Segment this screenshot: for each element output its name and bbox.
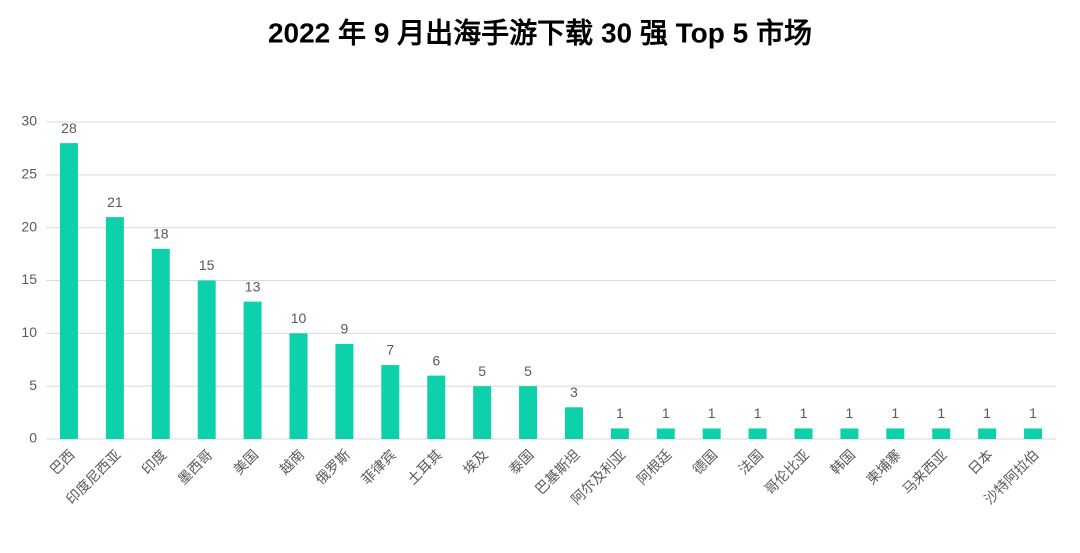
x-tick-label: 泰国 bbox=[506, 446, 537, 477]
x-tick-label: 越南 bbox=[276, 446, 307, 477]
bar bbox=[381, 365, 400, 439]
bar bbox=[59, 143, 78, 439]
bar bbox=[151, 248, 170, 439]
bar bbox=[932, 428, 951, 439]
value-label: 7 bbox=[386, 342, 394, 358]
y-tick-label: 15 bbox=[21, 271, 37, 287]
value-label: 18 bbox=[153, 226, 169, 242]
y-tick-label: 0 bbox=[29, 430, 37, 446]
bar bbox=[794, 428, 813, 439]
value-label: 1 bbox=[616, 405, 624, 421]
value-label: 1 bbox=[983, 405, 991, 421]
x-tick-label: 柬埔寨 bbox=[863, 446, 904, 487]
bar bbox=[748, 428, 767, 439]
x-tick-label: 墨西哥 bbox=[174, 446, 215, 487]
x-tick-label: 美国 bbox=[230, 446, 261, 477]
x-tick-label: 阿根廷 bbox=[634, 446, 675, 487]
bar bbox=[519, 386, 538, 439]
x-tick-label: 法国 bbox=[735, 446, 766, 477]
bar bbox=[564, 407, 583, 439]
bar bbox=[335, 343, 354, 439]
value-label: 1 bbox=[662, 405, 670, 421]
bar bbox=[427, 375, 446, 439]
bar bbox=[289, 333, 308, 439]
y-tick-label: 10 bbox=[21, 324, 37, 340]
y-tick-label: 20 bbox=[21, 218, 37, 234]
bar bbox=[840, 428, 859, 439]
value-label: 1 bbox=[1029, 405, 1037, 421]
bar bbox=[1024, 428, 1043, 439]
value-label: 10 bbox=[291, 310, 307, 326]
x-tick-label: 土耳其 bbox=[404, 446, 445, 487]
x-tick-label: 哥伦比亚 bbox=[761, 446, 812, 497]
x-tick-label: 巴西 bbox=[47, 446, 78, 477]
x-tick-label: 菲律宾 bbox=[358, 446, 399, 487]
value-label: 9 bbox=[341, 321, 349, 337]
value-label: 3 bbox=[570, 384, 578, 400]
value-label: 1 bbox=[937, 405, 945, 421]
bar bbox=[243, 301, 262, 439]
bar bbox=[473, 386, 492, 439]
x-tick-label: 印度 bbox=[138, 446, 169, 477]
value-label: 15 bbox=[199, 257, 215, 273]
x-tick-label: 韩国 bbox=[827, 446, 858, 477]
bar bbox=[105, 217, 124, 439]
x-tick-label: 德国 bbox=[689, 446, 720, 477]
value-label: 1 bbox=[846, 405, 854, 421]
bar bbox=[702, 428, 721, 439]
bar bbox=[656, 428, 675, 439]
bar bbox=[886, 428, 905, 439]
x-tick-label: 埃及 bbox=[460, 446, 491, 477]
value-label: 6 bbox=[432, 352, 440, 368]
x-tick-label: 日本 bbox=[965, 446, 996, 477]
bar bbox=[978, 428, 997, 439]
y-tick-label: 5 bbox=[29, 377, 37, 393]
value-label: 1 bbox=[754, 405, 762, 421]
y-tick-label: 25 bbox=[21, 166, 37, 182]
value-label: 28 bbox=[61, 120, 77, 136]
value-label: 5 bbox=[478, 363, 486, 379]
value-label: 1 bbox=[891, 405, 899, 421]
value-label: 1 bbox=[800, 405, 808, 421]
value-label: 13 bbox=[245, 278, 261, 294]
y-tick-label: 30 bbox=[21, 113, 37, 129]
value-label: 1 bbox=[708, 405, 716, 421]
bar bbox=[610, 428, 629, 439]
chart-title: 2022 年 9 月出海手游下载 30 强 Top 5 市场 bbox=[268, 16, 812, 48]
x-tick-label: 俄罗斯 bbox=[312, 446, 353, 487]
value-label: 5 bbox=[524, 363, 532, 379]
value-label: 21 bbox=[107, 194, 123, 210]
x-tick-label: 马来西亚 bbox=[899, 446, 950, 497]
bar bbox=[197, 280, 216, 439]
